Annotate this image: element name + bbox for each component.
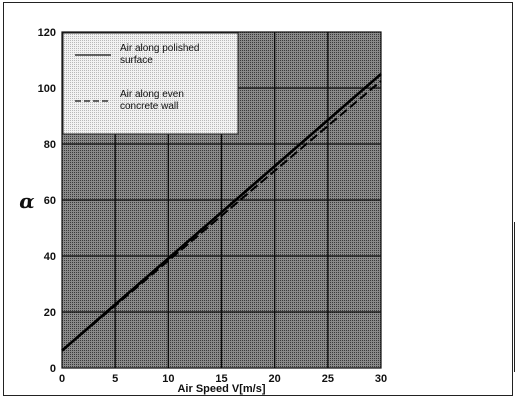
y-tick-label: 80 <box>44 139 56 151</box>
legend-label: surface <box>120 55 153 66</box>
x-tick-label: 5 <box>112 373 118 385</box>
edge-mark <box>514 222 518 372</box>
series-line <box>61 80 382 352</box>
y-tick-label: 40 <box>44 251 56 263</box>
series-group <box>61 73 382 352</box>
x-axis-label: Air Speed V[m/s] <box>177 383 265 395</box>
x-tick-label: 25 <box>322 373 334 385</box>
y-tick-label: 20 <box>44 307 56 319</box>
legend-label: concrete wall <box>120 101 178 112</box>
y-tick-label: 120 <box>38 27 56 39</box>
tick-labels: 0 5 10 15 20 25 30 0 20 40 60 80 100 120 <box>38 27 387 385</box>
x-tick-label: 15 <box>215 373 227 385</box>
x-tick-label: 0 <box>59 373 65 385</box>
x-tick-label: 10 <box>162 373 174 385</box>
y-tick-label: 60 <box>44 195 56 207</box>
legend-label: Air along polished <box>120 43 200 54</box>
y-tick-label: 0 <box>50 363 56 375</box>
x-tick-label: 30 <box>375 373 387 385</box>
legend-label: Air along even <box>120 89 184 100</box>
y-axis-label: α <box>19 189 34 213</box>
y-tick-label: 100 <box>38 83 56 95</box>
x-tick-label: 20 <box>269 373 281 385</box>
legend-box <box>62 32 239 135</box>
